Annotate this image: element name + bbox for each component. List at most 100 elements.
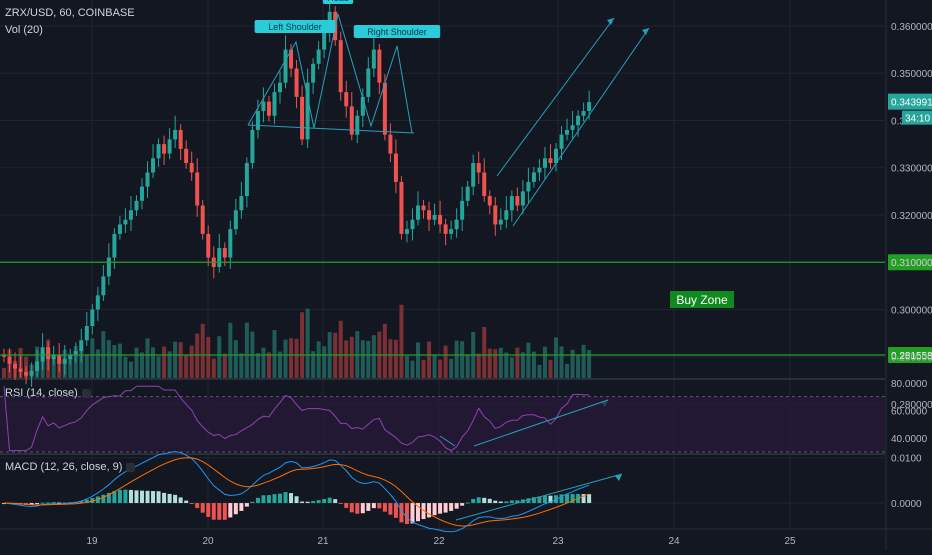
candle-body	[184, 148, 189, 164]
candle-body	[542, 158, 547, 168]
macd-histogram-bar	[189, 503, 194, 505]
macd-histogram-bar	[46, 502, 51, 504]
price-tick-label: 0.330000	[891, 164, 932, 175]
candle-body	[432, 214, 437, 220]
time-tick-label: 20	[202, 536, 214, 547]
candle-body	[239, 196, 244, 211]
volume-bar	[565, 363, 570, 378]
countdown-tag	[902, 110, 932, 125]
macd-legend-text: MACD (12, 26, close, 9)	[5, 461, 123, 473]
volume-bar	[382, 323, 387, 378]
candle-body	[294, 68, 299, 97]
macd-histogram-bar	[162, 492, 167, 504]
macd-histogram-bar	[239, 503, 244, 511]
volume-bar	[79, 348, 84, 378]
candle-body	[95, 295, 100, 310]
candle-body	[84, 326, 89, 341]
candle-body	[106, 257, 111, 277]
candle-body	[167, 139, 172, 154]
macd-histogram-bar	[173, 494, 178, 504]
volume-bar	[393, 339, 398, 378]
price-tick-label: 0.290000	[891, 353, 932, 364]
macd-histogram-bar	[404, 503, 409, 525]
macd-histogram-bar	[333, 499, 338, 504]
neckline	[247, 124, 415, 134]
volume-bar	[2, 367, 6, 378]
symbol-header-text: ZRX/USD, 60, COINBASE	[5, 7, 135, 19]
volume-bar	[283, 339, 288, 378]
candle-body	[112, 233, 117, 258]
candle-body	[7, 356, 12, 364]
macd-histogram-bar	[178, 497, 183, 504]
volume-bar	[123, 356, 128, 378]
volume-bar	[554, 337, 558, 378]
candle-body	[189, 163, 194, 173]
price-tick-label: 0.320000	[891, 211, 932, 222]
time-tick-label: 23	[552, 536, 564, 547]
symbol-header[interactable]: ZRX/USD, 60, COINBASE	[5, 7, 135, 19]
settings-icon[interactable]	[81, 388, 91, 398]
volume-legend[interactable]: Vol (20)	[5, 24, 43, 36]
volume-bar	[156, 356, 161, 378]
volume-bar	[388, 339, 393, 378]
candle-body	[504, 210, 509, 220]
candle-body	[300, 96, 305, 140]
macd-histogram-bar	[548, 495, 553, 504]
countdown-label: 34:10	[905, 114, 930, 125]
macd-histogram-bar	[377, 503, 382, 509]
rsi-tick-label: 80.0000	[891, 379, 928, 390]
candle-body	[62, 359, 67, 364]
rsi-trend-line	[473, 399, 609, 447]
macd-histogram-bar	[498, 501, 503, 504]
candle-body	[266, 101, 271, 116]
candle-body	[443, 224, 448, 234]
volume-bar	[145, 338, 150, 378]
volume-bar	[476, 353, 481, 378]
volume-bar	[487, 348, 492, 378]
price-tick-label: 0.300000	[891, 305, 932, 316]
volume-bar	[504, 352, 509, 378]
macd-histogram-bar	[416, 503, 420, 522]
candle-body	[476, 163, 481, 173]
annotations: Left Shoulder Head Right Shoulder Buy Zone	[254, 0, 734, 308]
macd-histogram-bar	[283, 492, 288, 504]
candle-body	[173, 129, 178, 140]
candle-body	[388, 134, 393, 154]
candle-body	[581, 111, 586, 116]
macd-histogram-bar	[200, 503, 205, 513]
volume-bar	[134, 347, 139, 378]
rsi-legend[interactable]: RSI (14, close)	[5, 387, 91, 399]
macd-histogram-bar	[79, 501, 84, 504]
volume-bar	[117, 343, 122, 378]
volume-bar	[289, 338, 294, 378]
settings-icon[interactable]	[126, 462, 136, 472]
price-tick-label: 0.280000	[891, 400, 932, 411]
macd-histogram-bar	[388, 503, 393, 515]
volume-bar	[128, 361, 133, 378]
candle-body	[565, 129, 570, 135]
candle-body	[261, 101, 266, 112]
candle-body	[587, 102, 592, 112]
macd-histogram-bar	[57, 502, 62, 504]
macd-histogram-bar	[355, 503, 360, 514]
candle-body	[371, 49, 376, 69]
volume-bar	[581, 344, 586, 378]
head-label: Head	[327, 0, 349, 3]
volume-bar	[228, 322, 233, 378]
macd-histogram-bar	[35, 503, 40, 505]
macd-histogram-bar	[493, 500, 498, 504]
macd-histogram-bar	[382, 503, 387, 512]
candle-body	[195, 172, 200, 206]
volume-bar	[167, 351, 172, 378]
macd-histogram-bar	[217, 503, 222, 520]
candle-body	[404, 229, 409, 234]
candle-body	[537, 167, 542, 173]
macd-legend[interactable]: MACD (12, 26, close, 9)	[5, 461, 136, 473]
volume-bar	[460, 341, 465, 378]
volume-bar	[200, 323, 205, 378]
macd-histogram-bar	[542, 495, 547, 504]
candle-body	[355, 115, 360, 135]
volume-bar	[239, 353, 244, 378]
